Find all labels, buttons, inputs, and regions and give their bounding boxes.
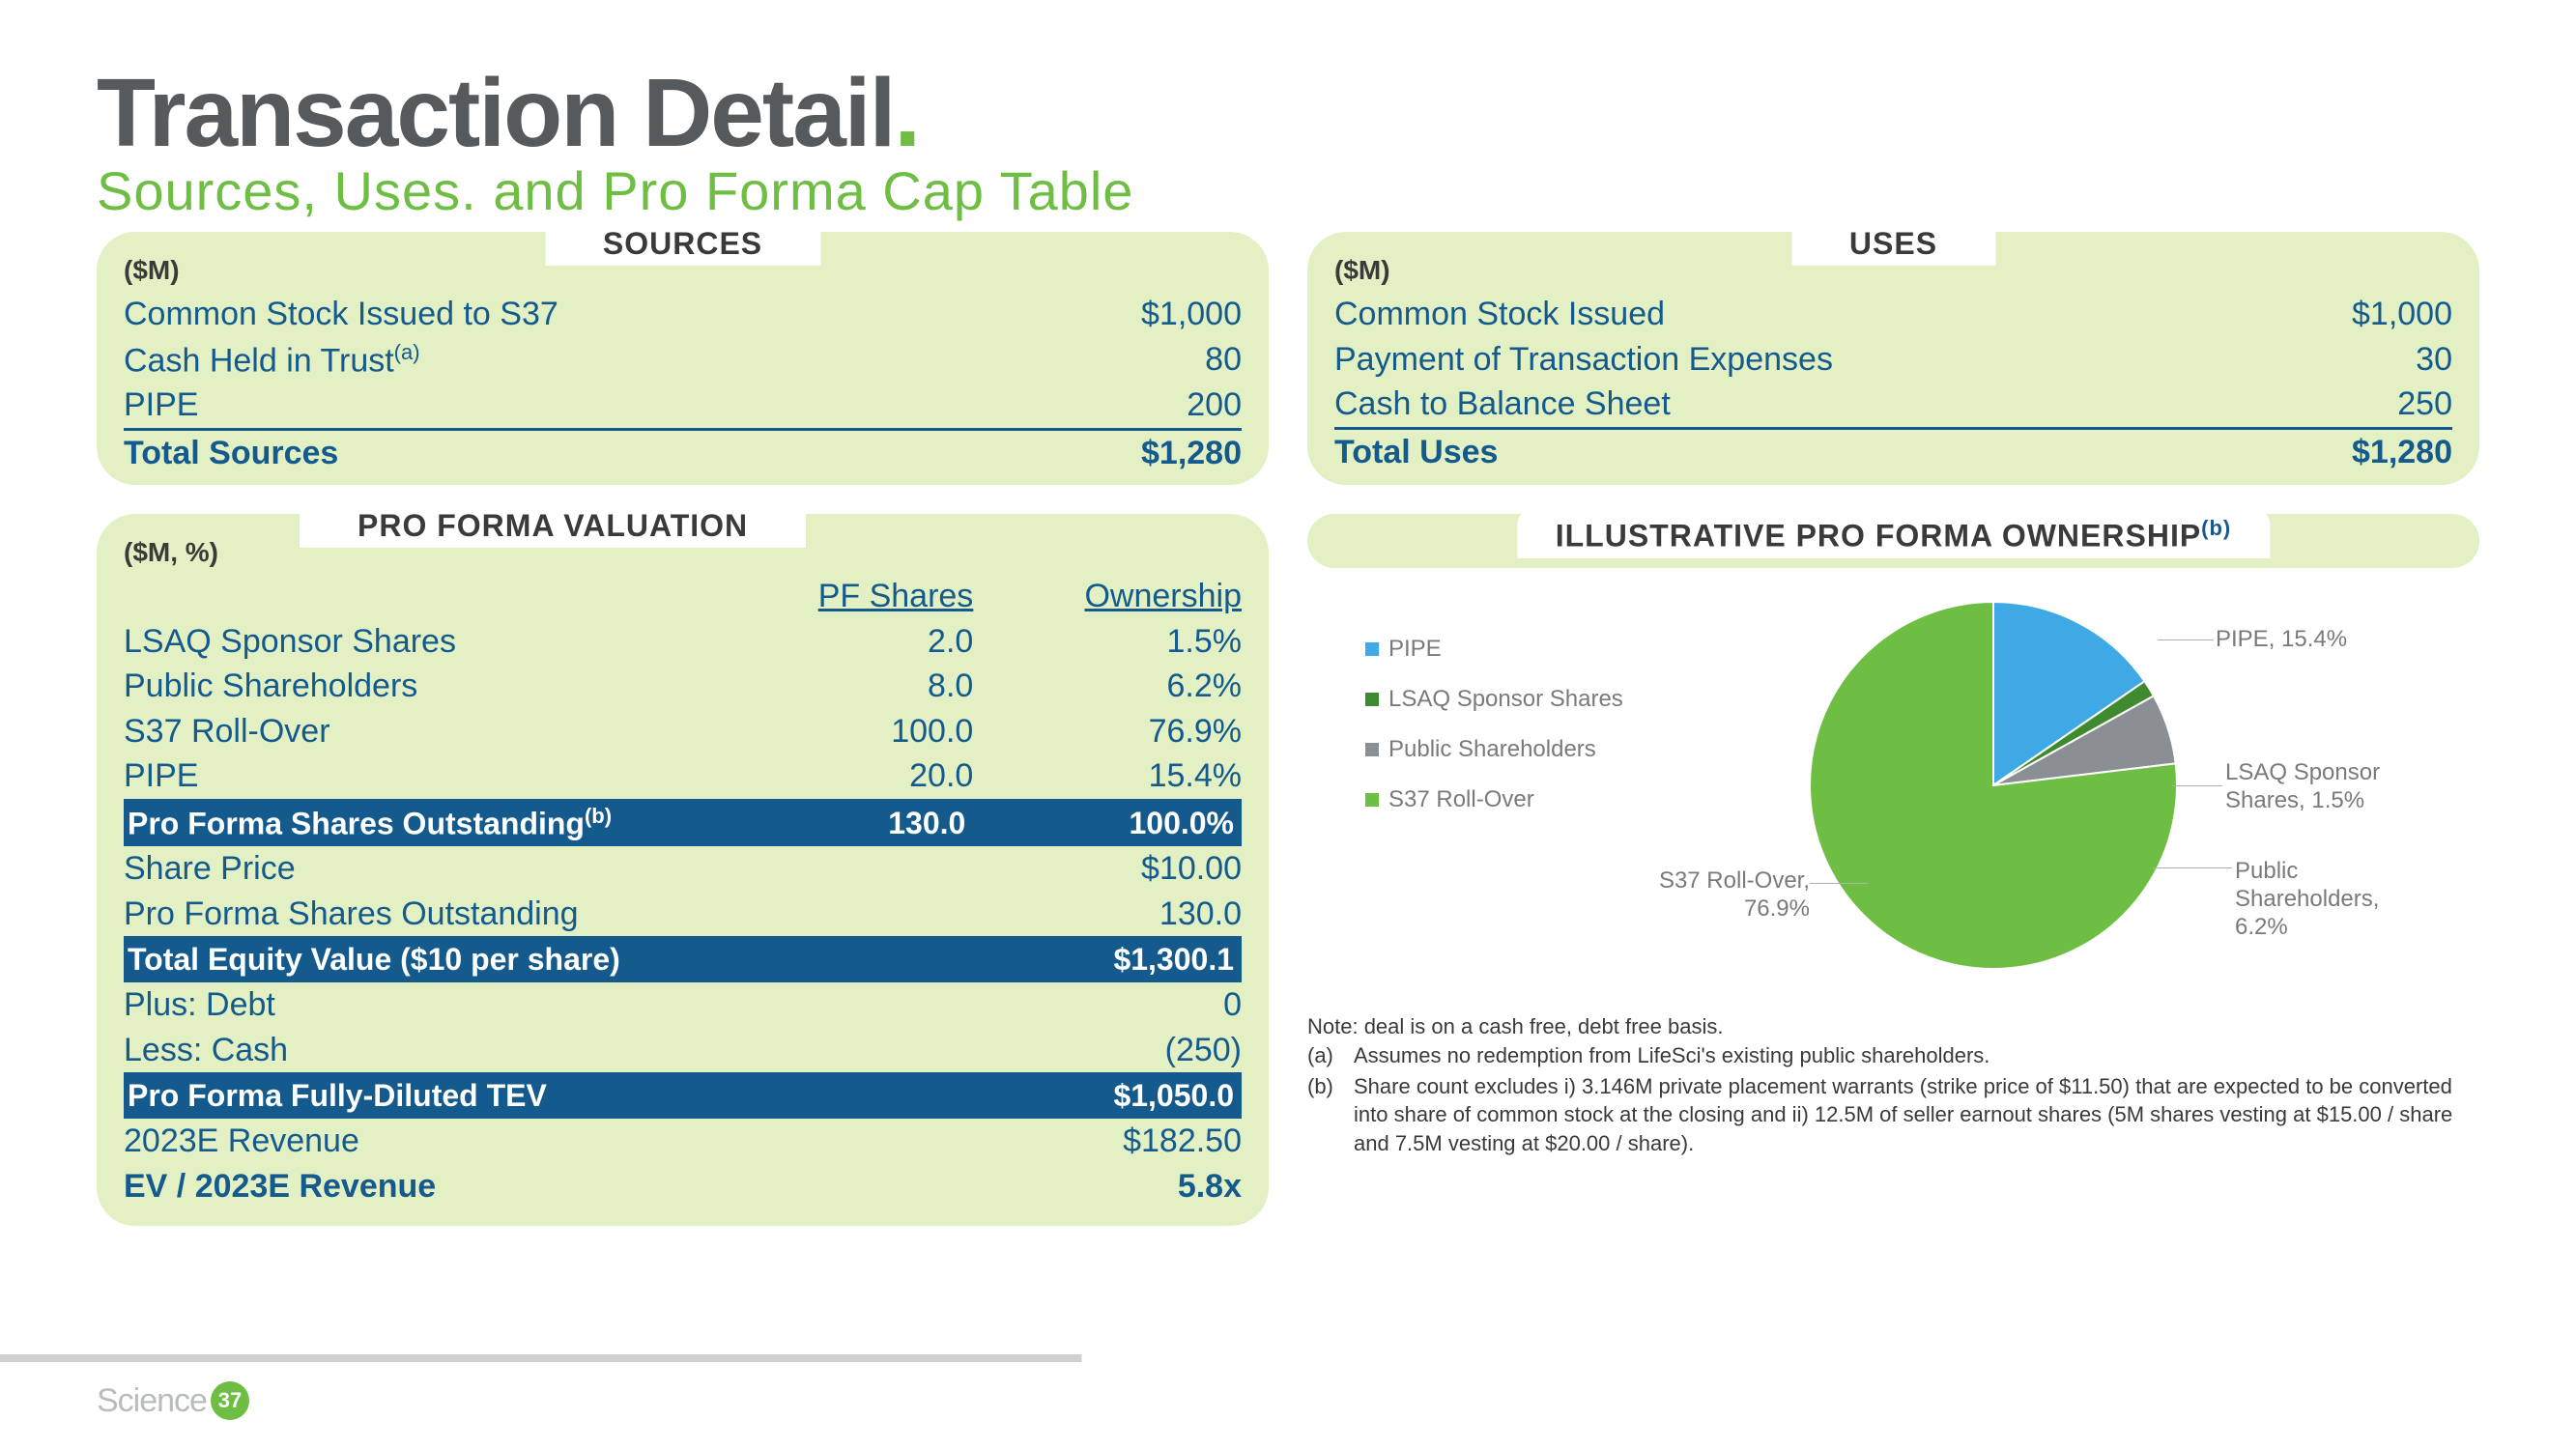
leader-line	[2172, 785, 2222, 786]
valuation-bar-tev: Pro Forma Fully-Diluted TEV$1,050.0	[124, 1072, 1242, 1119]
table-row: Common Stock Issued to S37$1,000	[124, 292, 1242, 337]
uses-total-row: Total Uses$1,280	[1334, 428, 2452, 474]
footer-rule	[0, 1354, 2576, 1362]
footer-badge: 37	[211, 1381, 249, 1420]
leader-line	[2153, 867, 2232, 868]
page-title: Transaction Detail	[97, 59, 894, 167]
leader-line	[1810, 883, 1868, 884]
table-row: Payment of Transaction Expenses30	[1334, 337, 2452, 383]
leader-line	[2158, 639, 2214, 640]
legend-item: Public Shareholders	[1365, 736, 1655, 763]
ownership-tab-bg: ILLUSTRATIVE PRO FORMA OWNERSHIP(b)	[1307, 514, 2479, 568]
table-row: Plus: Debt0	[124, 982, 1242, 1028]
sources-table: Common Stock Issued to S37$1,000 Cash He…	[124, 292, 1242, 475]
table-row: Less: Cash(250)	[124, 1028, 1242, 1073]
footer-text: Science	[97, 1382, 207, 1420]
table-row: Public Shareholders8.06.2%	[124, 664, 1242, 709]
sources-total-row: Total Sources$1,280	[124, 429, 1242, 475]
note-key: (b)	[1307, 1072, 1340, 1158]
page-title-row: Transaction Detail.	[97, 58, 2479, 169]
pie-label-pipe: PIPE, 15.4%	[2216, 626, 2347, 654]
table-row: Share Price$10.00	[124, 846, 1242, 892]
valuation-panel: PRO FORMA VALUATION ($M, %) PF SharesOwn…	[97, 514, 1269, 1226]
legend-swatch	[1365, 642, 1379, 656]
legend-item: LSAQ Sponsor Shares	[1365, 686, 1655, 713]
footer-brand: Science 37	[97, 1381, 249, 1420]
table-row: LSAQ Sponsor Shares2.01.5%	[124, 619, 1242, 665]
uses-tab: USES	[1791, 220, 1995, 266]
table-row: 2023E Revenue$182.50	[124, 1119, 1242, 1164]
table-row: PIPE200	[124, 383, 1242, 429]
table-row: PIPE20.015.4%	[124, 753, 1242, 799]
table-row: Cash to Balance Sheet250	[1334, 382, 2452, 428]
ownership-tab: ILLUSTRATIVE PRO FORMA OWNERSHIP(b)	[1517, 510, 2271, 558]
valuation-bar-equity: Total Equity Value ($10 per share)$1,300…	[124, 936, 1242, 982]
table-row: Common Stock Issued$1,000	[1334, 292, 2452, 337]
table-row: S37 Roll-Over100.076.9%	[124, 709, 1242, 754]
valuation-tab: PRO FORMA VALUATION	[300, 502, 806, 548]
note-b: Share count excludes i) 3.146M private p…	[1354, 1072, 2479, 1158]
legend-swatch	[1365, 743, 1379, 756]
pie-label-rollover: S37 Roll-Over,76.9%	[1646, 867, 1810, 923]
ownership-panel: ILLUSTRATIVE PRO FORMA OWNERSHIP(b) PIPE…	[1307, 514, 2479, 1226]
valuation-final-row: EV / 2023E Revenue5.8x	[124, 1164, 1242, 1209]
note-intro: Note: deal is on a cash free, debt free …	[1307, 1012, 2479, 1041]
legend-item: PIPE	[1365, 636, 1655, 663]
table-row: Pro Forma Shares Outstanding130.0	[124, 892, 1242, 937]
legend-swatch	[1365, 693, 1379, 706]
valuation-table: PF SharesOwnership LSAQ Sponsor Shares2.…	[124, 574, 1242, 1208]
legend-swatch	[1365, 793, 1379, 807]
pie-label-sponsor: LSAQ SponsorShares, 1.5%	[2225, 759, 2380, 815]
uses-panel: USES ($M) Common Stock Issued$1,000 Paym…	[1307, 232, 2479, 485]
table-row: Cash Held in Trust(a)80	[124, 337, 1242, 384]
valuation-header-row: PF SharesOwnership	[124, 574, 1242, 619]
note-a: Assumes no redemption from LifeSci's exi…	[1354, 1041, 1989, 1070]
uses-table: Common Stock Issued$1,000 Payment of Tra…	[1334, 292, 2452, 474]
page-subtitle: Sources, Uses. and Pro Forma Cap Table	[97, 159, 2479, 222]
ownership-pie-area: PIPE, 15.4% LSAQ SponsorShares, 1.5% Pub…	[1674, 578, 2479, 993]
legend-item: S37 Roll-Over	[1365, 786, 1655, 813]
valuation-bar-shares: Pro Forma Shares Outstanding(b)130.0100.…	[124, 799, 1242, 847]
note-key: (a)	[1307, 1041, 1340, 1070]
ownership-pie-chart	[1790, 582, 2196, 988]
pie-label-public: PublicShareholders,6.2%	[2235, 858, 2379, 941]
footnotes: Note: deal is on a cash free, debt free …	[1307, 1012, 2479, 1157]
title-dot: .	[894, 59, 921, 167]
sources-tab: SOURCES	[545, 220, 820, 266]
sources-panel: SOURCES ($M) Common Stock Issued to S37$…	[97, 232, 1269, 485]
ownership-legend: PIPE LSAQ Sponsor Shares Public Sharehol…	[1365, 578, 1655, 993]
